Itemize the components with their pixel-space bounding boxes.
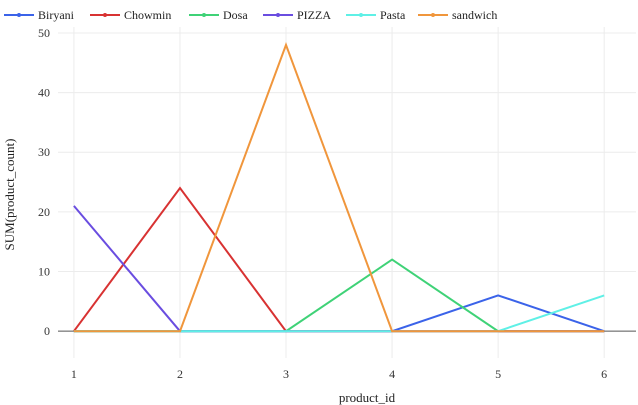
x-tick-label: 4 xyxy=(389,367,395,381)
legend-item-dosa[interactable]: Dosa xyxy=(189,8,248,22)
y-tick-label: 20 xyxy=(38,205,50,219)
x-tick-label: 3 xyxy=(283,367,289,381)
legend-label: Dosa xyxy=(223,8,248,22)
legend-marker xyxy=(276,13,280,17)
legend-marker xyxy=(431,13,435,17)
x-tick-label: 1 xyxy=(71,367,77,381)
y-tick-label: 50 xyxy=(38,26,50,40)
y-tick-label: 40 xyxy=(38,86,50,100)
legend-label: Pasta xyxy=(380,8,406,22)
legend-item-pasta[interactable]: Pasta xyxy=(346,8,406,22)
x-tick-labels: 1 2 3 4 5 6 xyxy=(71,367,607,381)
y-tick-label: 30 xyxy=(38,145,50,159)
legend-marker xyxy=(17,13,21,17)
y-axis-title: SUM(product_count) xyxy=(2,139,17,251)
series-line-sandwich[interactable] xyxy=(73,42,605,333)
legend-label: PIZZA xyxy=(297,8,331,22)
y-tick-label: 10 xyxy=(38,265,50,279)
y-tick-label: 0 xyxy=(44,324,50,338)
legend-label: sandwich xyxy=(452,8,497,22)
legend-label: Chowmin xyxy=(124,8,171,22)
legend-item-chowmin[interactable]: Chowmin xyxy=(90,8,171,22)
series-lines xyxy=(73,42,605,333)
y-tick-labels: 0 10 20 30 40 50 xyxy=(38,26,50,338)
series-line-chowmin[interactable] xyxy=(73,186,605,333)
legend-marker xyxy=(359,13,363,17)
legend-item-sandwich[interactable]: sandwich xyxy=(418,8,497,22)
x-tick-label: 6 xyxy=(601,367,607,381)
x-axis-title: product_id xyxy=(339,390,396,405)
grid-lines xyxy=(58,27,636,358)
legend-marker xyxy=(103,13,107,17)
legend-item-biryani[interactable]: Biryani xyxy=(4,8,75,22)
legend-label: Biryani xyxy=(38,8,75,22)
series-line-dosa[interactable] xyxy=(73,258,605,333)
legend-marker xyxy=(202,13,206,17)
x-tick-label: 5 xyxy=(495,367,501,381)
legend[interactable]: Biryani Chowmin Dosa PIZZA Pasta sandwich xyxy=(4,8,497,22)
legend-item-pizza[interactable]: PIZZA xyxy=(263,8,331,22)
x-tick-label: 2 xyxy=(177,367,183,381)
